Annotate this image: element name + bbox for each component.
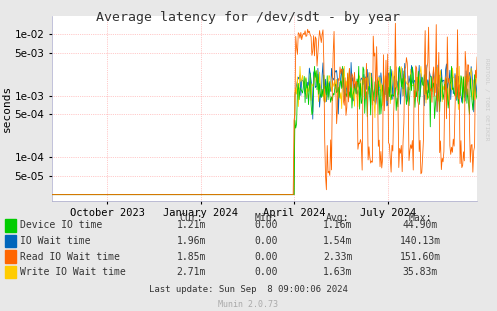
Text: 1.63m: 1.63m: [323, 267, 353, 277]
Text: 1.54m: 1.54m: [323, 236, 353, 246]
Y-axis label: seconds: seconds: [2, 85, 12, 132]
Text: 1.96m: 1.96m: [176, 236, 206, 246]
Text: 2.71m: 2.71m: [176, 267, 206, 277]
Text: 1.16m: 1.16m: [323, 220, 353, 230]
Text: Max:: Max:: [408, 213, 432, 223]
Text: Device IO time: Device IO time: [20, 220, 102, 230]
Text: 35.83m: 35.83m: [403, 267, 437, 277]
Text: 2.33m: 2.33m: [323, 252, 353, 262]
Text: 1.85m: 1.85m: [176, 252, 206, 262]
Text: Average latency for /dev/sdt - by year: Average latency for /dev/sdt - by year: [96, 11, 401, 24]
Text: Min:: Min:: [254, 213, 278, 223]
Text: Last update: Sun Sep  8 09:00:06 2024: Last update: Sun Sep 8 09:00:06 2024: [149, 285, 348, 294]
Text: Cur:: Cur:: [179, 213, 203, 223]
Text: 151.60m: 151.60m: [400, 252, 440, 262]
Text: 0.00: 0.00: [254, 236, 278, 246]
Text: 0.00: 0.00: [254, 220, 278, 230]
Text: 1.21m: 1.21m: [176, 220, 206, 230]
Text: RRDTOOL / TOBI OETIKER: RRDTOOL / TOBI OETIKER: [485, 58, 490, 141]
Text: IO Wait time: IO Wait time: [20, 236, 90, 246]
Text: Read IO Wait time: Read IO Wait time: [20, 252, 120, 262]
Text: 140.13m: 140.13m: [400, 236, 440, 246]
Text: 44.90m: 44.90m: [403, 220, 437, 230]
Text: Avg:: Avg:: [326, 213, 350, 223]
Text: 0.00: 0.00: [254, 252, 278, 262]
Text: Munin 2.0.73: Munin 2.0.73: [219, 300, 278, 309]
Text: 0.00: 0.00: [254, 267, 278, 277]
Text: Write IO Wait time: Write IO Wait time: [20, 267, 126, 277]
